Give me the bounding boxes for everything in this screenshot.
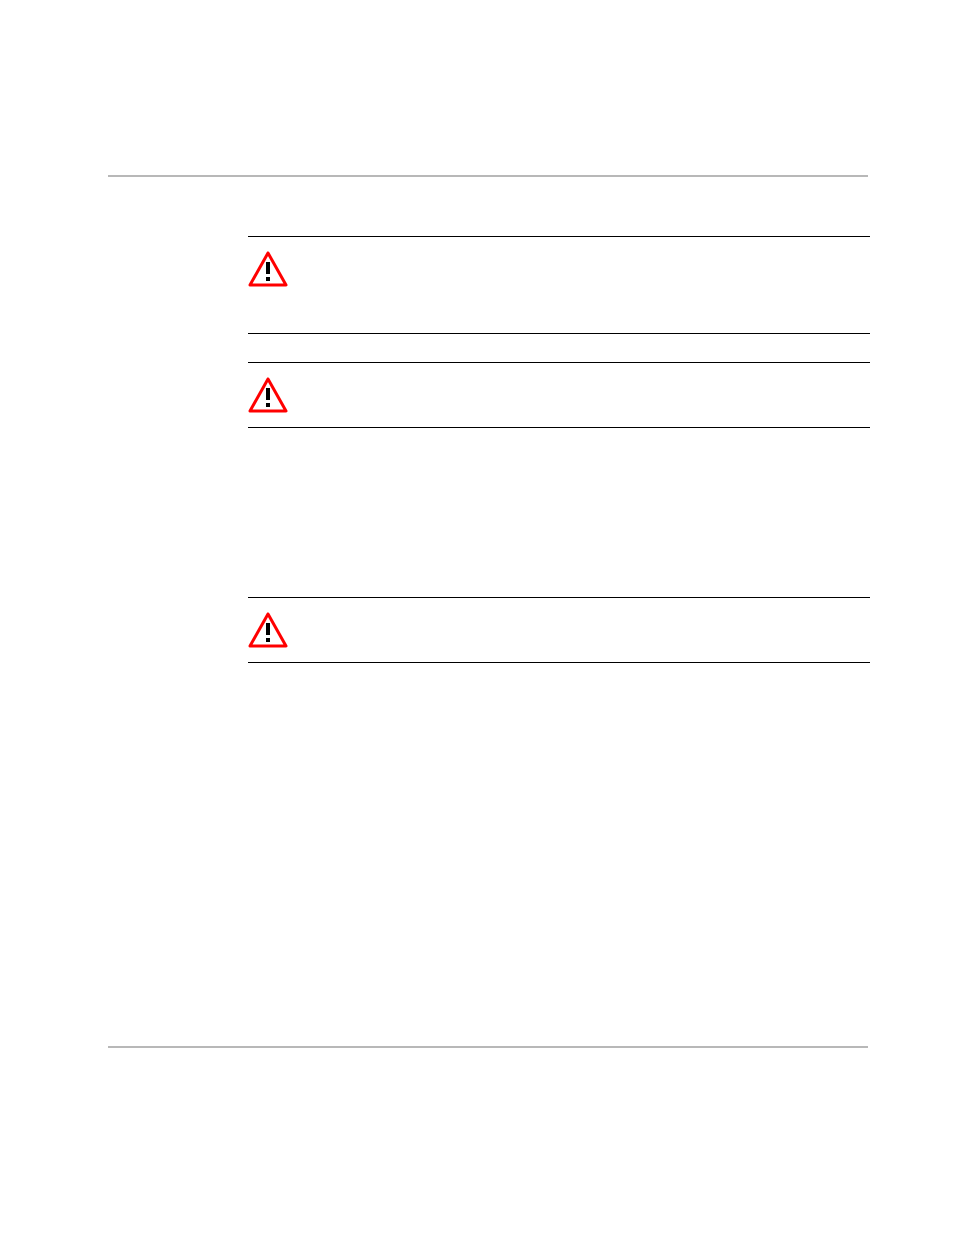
warning-3-body: Lorem ipsum dolor sit amet, consectetur …: [322, 611, 864, 642]
warning-block-1: WARNING: Lorem ipsum dolor sit amet, con…: [248, 236, 870, 334]
section-heading: Section Heading Placeholder: [248, 456, 870, 472]
warning-1-text: WARNING: Lorem ipsum dolor sit amet, con…: [322, 249, 870, 319]
warning-3-text: WARNING: Lorem ipsum dolor sit amet, con…: [322, 610, 870, 645]
bottom-horizontal-rule: [108, 1046, 868, 1048]
page: WARNING: Lorem ipsum dolor sit amet, con…: [0, 0, 954, 1235]
warning-3-label: WARNING:: [322, 611, 384, 625]
warning-2-body: Lorem ipsum dolor sit amet, consectetur …: [322, 376, 864, 407]
warning-triangle-icon: [248, 375, 322, 413]
warning-triangle-icon: [248, 249, 322, 287]
warning-block-3: WARNING: Lorem ipsum dolor sit amet, con…: [248, 597, 870, 663]
top-horizontal-rule: [108, 175, 868, 177]
warning-block-2: WARNING: Lorem ipsum dolor sit amet, con…: [248, 362, 870, 428]
warning-2-text: WARNING: Lorem ipsum dolor sit amet, con…: [322, 375, 870, 410]
section-paragraph-1: Lorem ipsum dolor sit amet, consectetur …: [248, 482, 870, 517]
warning-2-label: WARNING:: [322, 376, 384, 390]
section-paragraph-2: Ut enim ad minim veniam, quis nostrud ex…: [248, 526, 870, 561]
content-column: WARNING: Lorem ipsum dolor sit amet, con…: [248, 200, 870, 663]
warning-triangle-icon: [248, 610, 322, 648]
warning-1-body: Lorem ipsum dolor sit amet, consectetur …: [322, 250, 864, 316]
warning-1-label: WARNING:: [322, 250, 384, 264]
